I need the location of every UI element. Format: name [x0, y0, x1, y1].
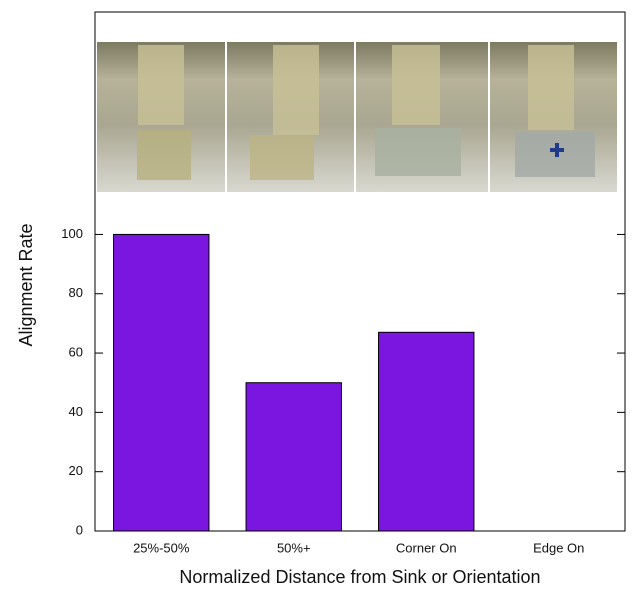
y-tick-label: 0 [76, 522, 83, 537]
bar [114, 234, 209, 531]
x-axis-label: Normalized Distance from Sink or Orienta… [179, 567, 540, 587]
y-axis-label: Alignment Rate [16, 223, 36, 346]
bar [246, 383, 341, 531]
y-tick-label: 40 [69, 404, 83, 419]
bar [379, 332, 474, 531]
x-tick-label: 25%-50% [133, 540, 190, 555]
x-tick-label: 50%+ [277, 540, 311, 555]
x-tick-label: Edge On [533, 540, 584, 555]
x-tick-label: Corner On [396, 540, 457, 555]
y-tick-label: 20 [69, 463, 83, 478]
y-tick-label: 80 [69, 285, 83, 300]
y-tick-label: 60 [69, 344, 83, 359]
y-tick-label: 100 [61, 226, 83, 241]
chart: Alignment Rate Normalized Distance from … [0, 0, 637, 594]
photo-strip [97, 42, 617, 192]
